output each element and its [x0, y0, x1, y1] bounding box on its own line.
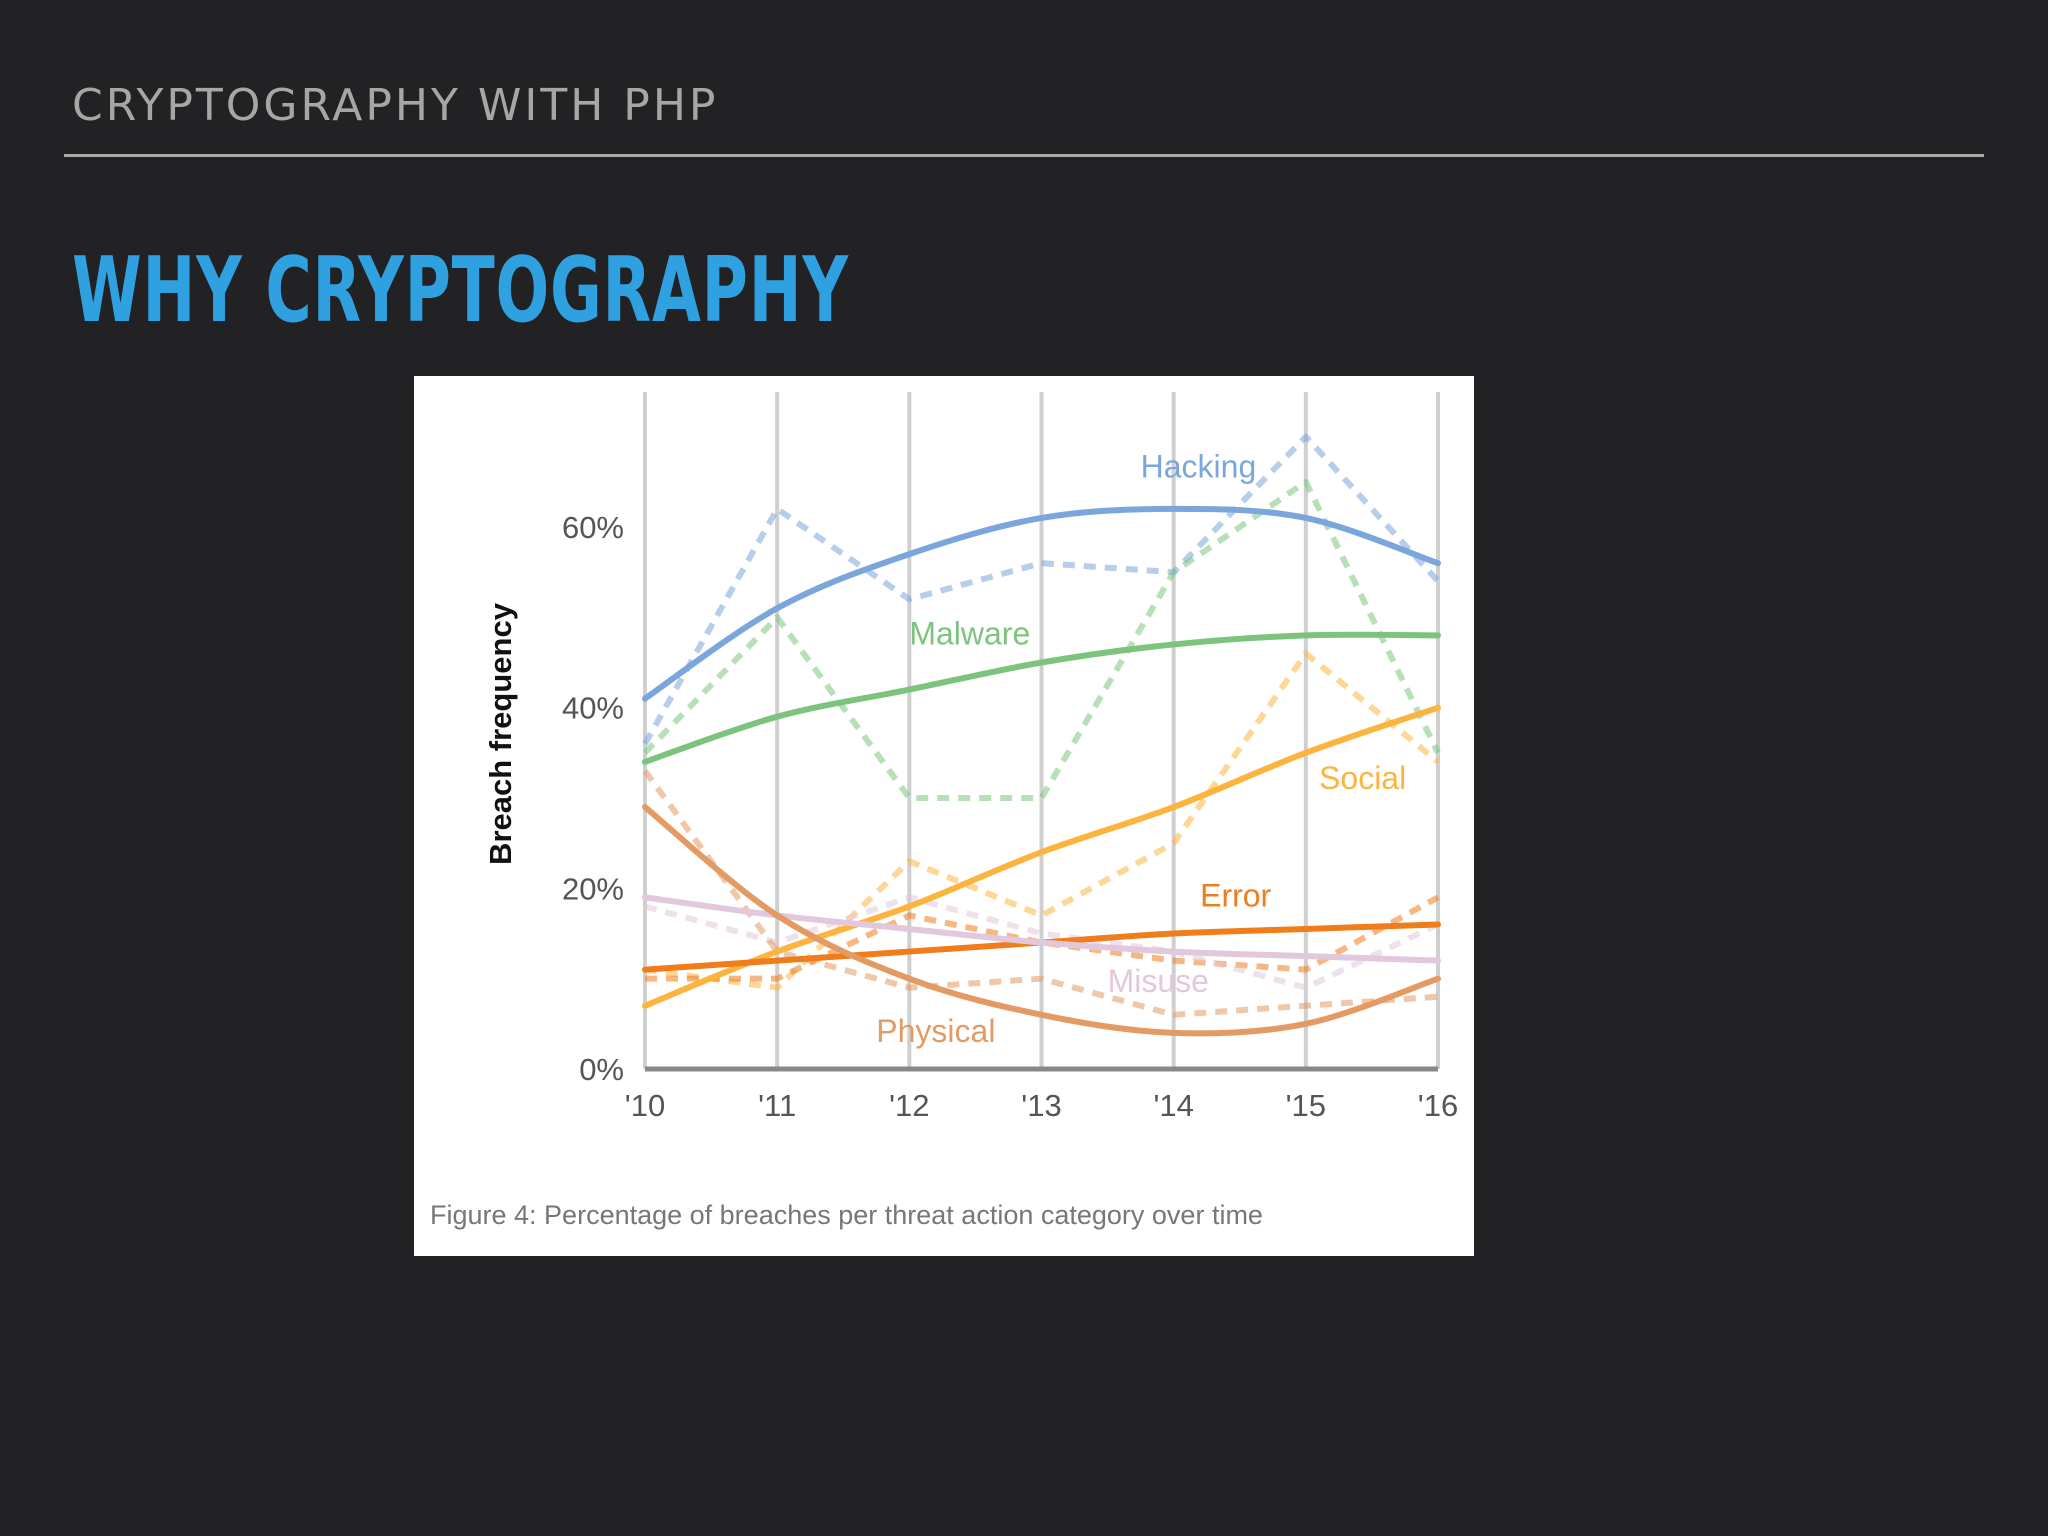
series-actual-misuse	[644, 894, 1440, 991]
y-tick-label: 40%	[562, 691, 624, 726]
series-trend-social	[642, 704, 1441, 1009]
series-actual-hacking	[642, 433, 1441, 746]
breach-frequency-chart: 0% 20% 40% 60% '10 '11 '12 '13 '14 '15 '16 Breach f…	[483, 392, 1458, 1123]
y-tick-label: 20%	[562, 871, 624, 906]
y-tick-label: 0%	[579, 1052, 624, 1087]
y-tick-label: 60%	[562, 510, 624, 545]
x-tick-label: '10	[625, 1088, 665, 1123]
x-tick-label: '11	[758, 1088, 796, 1123]
series-actual-physical	[642, 769, 1439, 1018]
series-label-malware: Malware	[909, 615, 1030, 651]
x-tick-label: '12	[889, 1088, 929, 1123]
series-actual-social	[644, 650, 1440, 991]
x-tick-label: '14	[1153, 1088, 1193, 1123]
series-label-error: Error	[1200, 877, 1271, 913]
series-actual-malware	[642, 478, 1441, 801]
slide-title: WHY CRYPTOGRAPHY	[72, 238, 849, 343]
series-label-social: Social	[1319, 760, 1406, 796]
series-trend-hacking	[642, 505, 1441, 702]
x-tick-label: '13	[1021, 1088, 1061, 1123]
x-tick-label: '16	[1418, 1088, 1458, 1123]
series-label-hacking: Hacking	[1141, 448, 1257, 484]
series-trend-physical	[642, 804, 1441, 1037]
x-tick-label: '15	[1286, 1088, 1326, 1123]
series-actual-error	[645, 894, 1440, 982]
presentation-title: CRYPTOGRAPHY WITH PHP	[72, 80, 719, 131]
y-axis-label: Breach frequency	[483, 602, 518, 865]
header-divider	[64, 154, 1984, 157]
chart-figure: 0% 20% 40% 60% '10 '11 '12 '13 '14 '15 '16 Breach f…	[414, 376, 1474, 1256]
figure-caption: Figure 4: Percentage of breaches per thr…	[430, 1200, 1263, 1230]
series-label-misuse: Misuse	[1108, 963, 1209, 999]
series-label-physical: Physical	[876, 1013, 995, 1049]
series-trend-malware	[642, 631, 1441, 765]
